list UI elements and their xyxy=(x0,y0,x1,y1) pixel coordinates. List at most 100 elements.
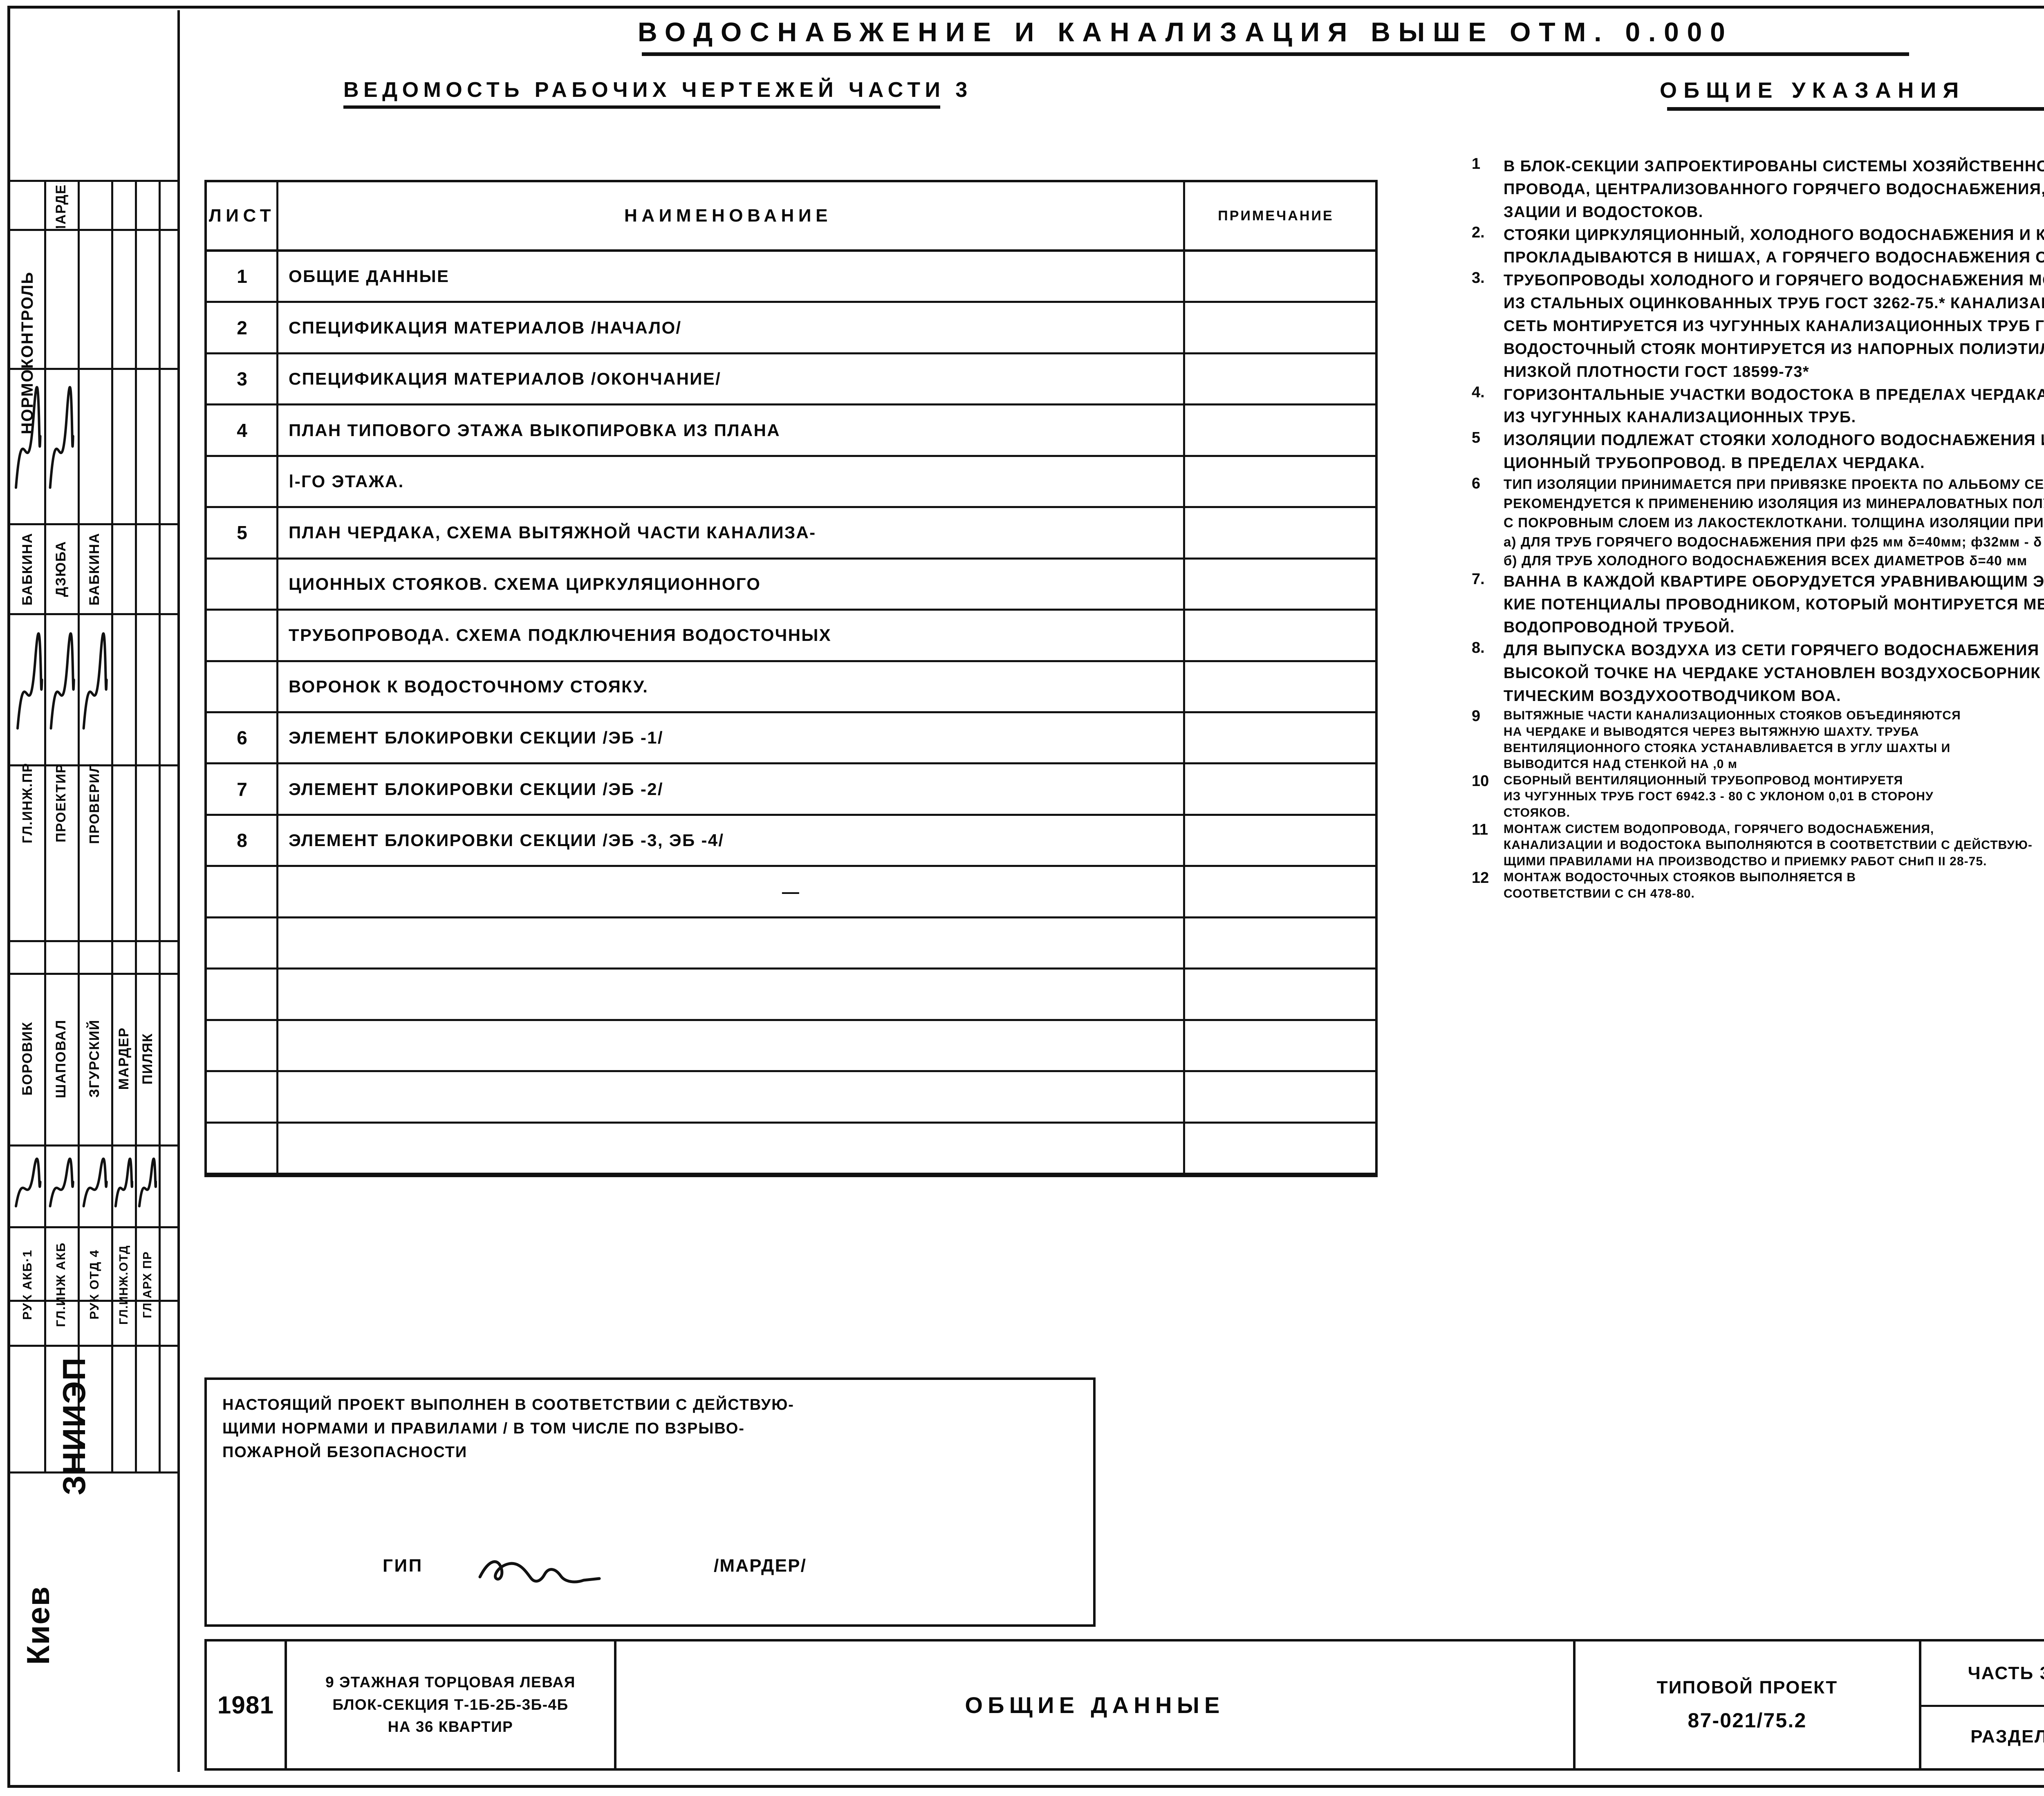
general-note-body: В БЛОК-СЕКЦИИ ЗАПРОЕКТИРОВАНЫ СИСТЕМЫ ХО… xyxy=(1504,155,2044,224)
general-note-line: ТРУБОПРОВОДЫ ХОЛОДНОГО И ГОРЯЧЕГО ВОДОСН… xyxy=(1504,272,2044,289)
title-block-object: 9 ЭТАЖНАЯ ТОРЦОВАЯ ЛЕВАЯ БЛОК-СЕКЦИЯ Т-1… xyxy=(287,1641,614,1768)
table-row xyxy=(207,918,1375,970)
signature-mark-6 xyxy=(15,1158,42,1207)
approver-role-4: ГЛ.ИНЖ.ОТД xyxy=(113,1229,135,1340)
vedomost-row-name: СПЕЦИФИКАЦИЯ МАТЕРИАЛОВ /НАЧАЛО/ xyxy=(289,318,682,337)
approver-role-1: РУК АКБ·1 xyxy=(11,1229,43,1340)
vedomost-header-note: ПРИМЕЧАНИЕ xyxy=(1218,208,1334,224)
vedomost-row-name: СПЕЦИФИКАЦИЯ МАТЕРИАЛОВ /ОКОНЧАНИЕ/ xyxy=(289,369,722,389)
strip-row-divider xyxy=(10,368,180,370)
strip-column-divider xyxy=(78,180,80,1471)
vedomost-row-name: ЭЛЕМЕНТ БЛОКИРОВКИ СЕКЦИИ /ЭБ -2/ xyxy=(289,779,663,799)
strip-column-divider xyxy=(44,180,46,1471)
strip-row-divider xyxy=(10,1144,180,1147)
checker-name-3-label: БАБКИНА xyxy=(86,532,102,606)
general-note-number: 1 xyxy=(1472,155,1481,172)
role-label-2-label: ПРОЕКТИР xyxy=(53,764,68,843)
general-note-item: 8. ДЛЯ ВЫПУСКА ВОЗДУХА ИЗ СЕТИ ГОРЯЧЕГО В… xyxy=(1472,639,2044,708)
general-note-body: СТОЯКИ ЦИРКУЛЯЦИОННЫЙ, ХОЛОДНОГО ВОДОСНА… xyxy=(1504,224,2044,270)
general-note-line: В БЛОК-СЕКЦИИ ЗАПРОЕКТИРОВАНЫ СИСТЕМЫ ХО… xyxy=(1504,158,2044,175)
strip-row-divider xyxy=(10,1226,180,1228)
strip-row-divider xyxy=(10,764,180,766)
table-row: ТРУБОПРОВОДА. СХЕМА ПОДКЛЮЧЕНИЯ ВОДОСТОЧ… xyxy=(207,611,1375,662)
strip-column-divider xyxy=(111,180,113,1471)
approver-name-3-label: ЗГУРСКИЙ xyxy=(86,1019,102,1098)
vedomost-title: ВЕДОМОСТЬ РАБОЧИХ ЧЕРТЕЖЕЙ ЧАСТИ 3 xyxy=(343,78,972,102)
vedomost-row-number: 5 xyxy=(237,522,247,544)
table-row: ВОРОНОК К ВОДОСТОЧНОМУ СТОЯКУ. xyxy=(207,662,1375,713)
general-note-item: 7. ВАННА В КАЖДОЙ КВАРТИРЕ ОБОРУДУЕТСЯ УР… xyxy=(1472,571,2044,639)
general-note-line: РЕКОМЕНДУЕТСЯ К ПРИМЕНЕНИЮ ИЗОЛЯЦИЯ ИЗ М… xyxy=(1504,495,2044,511)
organization-city: Киев xyxy=(20,1586,56,1665)
table-row: ЦИОННЫХ СТОЯКОВ. СХЕМА ЦИРКУЛЯЦИОННОГО xyxy=(207,560,1375,611)
table-row: 2 СПЕЦИФИКАЦИЯ МАТЕРИАЛОВ /НАЧАЛО/ xyxy=(207,303,1375,354)
gip-label: ГИП xyxy=(383,1556,423,1576)
organization-name: ЗНИИЭП xyxy=(56,1357,92,1496)
general-note-line: СЕТЬ МОНТИРУЕТСЯ ИЗ ЧУГУННЫХ КАНАЛИЗАЦИО… xyxy=(1504,318,2044,335)
vedomost-row-number: 7 xyxy=(237,778,247,800)
general-note-line: ДЛЯ ВЫПУСКА ВОЗДУХА ИЗ СЕТИ ГОРЯЧЕГО ВОД… xyxy=(1504,641,2044,659)
general-note-item: 12 МОНТАЖ ВОДОСТОЧНЫХ СТОЯКОВ ВЫПОЛНЯЕТСЯ… xyxy=(1472,869,2044,902)
approver-name-1: БОРОВИК xyxy=(11,977,43,1140)
vedomost-col-note xyxy=(1183,182,1375,1175)
table-row: 6 ЭЛЕМЕНТ БЛОКИРОВКИ СЕКЦИИ /ЭБ -1/ xyxy=(207,713,1375,765)
signature-mark-1 xyxy=(15,386,42,489)
drawing-sheet-frame xyxy=(7,6,2044,1788)
general-note-item: 9 ВЫТЯЖНЫЕ ЧАСТИ КАНАЛИЗАЦИОННЫХ СТОЯКОВ … xyxy=(1472,708,2044,772)
general-note-line: ПРОВОДА, ЦЕНТРАЛИЗОВАННОГО ГОРЯЧЕГО ВОДО… xyxy=(1504,180,2044,198)
general-note-number: 12 xyxy=(1472,869,1489,887)
approver-name-2: ШАПОВАЛ xyxy=(46,977,76,1140)
strip-row-divider xyxy=(10,229,180,231)
checker-name-3: БАБКИНА xyxy=(79,526,110,611)
general-note-line: ЩИМИ ПРАВИЛАМИ НА ПРОИЗВОДСТВО И ПРИЕМКУ… xyxy=(1504,854,1987,868)
general-note-item: 2. СТОЯКИ ЦИРКУЛЯЦИОННЫЙ, ХОЛОДНОГО ВОДОС… xyxy=(1472,224,2044,270)
general-note-body: ДЛЯ ВЫПУСКА ВОЗДУХА ИЗ СЕТИ ГОРЯЧЕГО ВОД… xyxy=(1504,639,2044,708)
object-line-2: БЛОК-СЕКЦИЯ Т-1Б-2Б-3Б-4Б xyxy=(332,1696,569,1713)
vedomost-row-number xyxy=(207,867,277,916)
table-row xyxy=(207,1021,1375,1073)
vedomost-row-number xyxy=(207,560,277,609)
table-row xyxy=(207,1124,1375,1175)
general-note-line: ИЗ ЧУГУННЫХ КАНАЛИЗАЦИОННЫХ ТРУБ. xyxy=(1504,409,1856,426)
vedomost-row-name: ВОРОНОК К ВОДОСТОЧНОМУ СТОЯКУ. xyxy=(289,676,649,696)
general-note-body: ГОРИЗОНТАЛЬНЫЕ УЧАСТКИ ВОДОСТОКА В ПРЕДЕ… xyxy=(1504,384,2044,430)
general-note-number: 9 xyxy=(1472,708,1481,725)
strip-row-divider xyxy=(10,180,180,182)
general-note-item: 4. ГОРИЗОНТАЛЬНЫЕ УЧАСТКИ ВОДОСТОКА В ПРЕ… xyxy=(1472,384,2044,430)
checker-name-2: ДЗЮБА xyxy=(46,526,76,611)
vedomost-row-name: Ⅰ-ГО ЭТАЖА. xyxy=(289,472,404,491)
project-type-label: ТИПОВОЙ ПРОЕКТ xyxy=(1656,1677,1838,1697)
general-note-line: СТОЯКИ ЦИРКУЛЯЦИОННЫЙ, ХОЛОДНОГО ВОДОСНА… xyxy=(1504,226,2044,244)
approver-name-3: ЗГУРСКИЙ xyxy=(79,977,110,1140)
general-note-line: ВОДОПРОВОДНОЙ ТРУБОЙ. xyxy=(1504,619,1735,636)
general-note-line: ВЫСОКОЙ ТОЧКЕ НА ЧЕРДАКЕ УСТАНОВЛЕН ВОЗД… xyxy=(1504,664,2044,682)
general-notes-title-underline xyxy=(1667,107,2044,111)
general-note-line: НИЗКОЙ ПЛОТНОСТИ ГОСТ 18599-73* xyxy=(1504,363,1809,381)
vedomost-row-number xyxy=(207,457,277,506)
vedomost-header-list: ЛИСТ xyxy=(208,206,276,226)
table-row: 1 ОБЩИЕ ДАННЫЕ xyxy=(207,252,1375,303)
vedomost-row-name: ТРУБОПРОВОДА. СХЕМА ПОДКЛЮЧЕНИЯ ВОДОСТОЧ… xyxy=(289,625,831,645)
vedomost-row-number: 2 xyxy=(237,317,247,338)
general-note-number: 4. xyxy=(1472,383,1485,401)
vedomost-row-name: ЭЛЕМЕНТ БЛОКИРОВКИ СЕКЦИИ /ЭБ -1/ xyxy=(289,728,663,748)
general-note-number: 3. xyxy=(1472,269,1485,287)
approver-name-5-label: ПИЛЯК xyxy=(139,1032,155,1085)
vedomost-row-name xyxy=(289,1072,1179,1121)
checker-name-1-label: БАБКИНА xyxy=(19,532,35,606)
normokontrol-name: МАРДЕР xyxy=(46,183,76,228)
vedomost-row-number xyxy=(207,1124,277,1173)
title-block-project: ТИПОВОЙ ПРОЕКТ 87-021/75.2 xyxy=(1576,1641,1919,1768)
vedomost-row-number xyxy=(207,1021,277,1070)
general-note-line: КАНАЛИЗАЦИИ И ВОДОСТОКА ВЫПОЛНЯЮТСЯ В СО… xyxy=(1504,838,2033,852)
approver-role-5: ГЛ АРХ ПР xyxy=(137,1229,159,1340)
general-note-number: 7. xyxy=(1472,571,1485,588)
strip-row-divider xyxy=(10,523,180,525)
vedomost-row-number: 4 xyxy=(237,419,247,441)
approver-role-2-label: ГЛ.ИНЖ АКБ xyxy=(54,1242,68,1327)
vedomost-row-name: ЭЛЕМЕНТ БЛОКИРОВКИ СЕКЦИИ /ЭБ -3, ЭБ -4/ xyxy=(289,831,724,850)
vedomost-header-row: ЛИСТ НАИМЕНОВАНИЕ ПРИМЕЧАНИЕ xyxy=(207,182,1375,252)
strip-column-divider xyxy=(135,180,137,1471)
general-note-line: С ПОКРОВНЫМ СЛОЕМ ИЗ ЛАКОСТЕКЛОТКАНИ. ТО… xyxy=(1504,515,2044,530)
vedomost-row-name: ПЛАН ЧЕРДАКА, СХЕМА ВЫТЯЖНОЙ ЧАСТИ КАНАЛ… xyxy=(289,523,816,542)
